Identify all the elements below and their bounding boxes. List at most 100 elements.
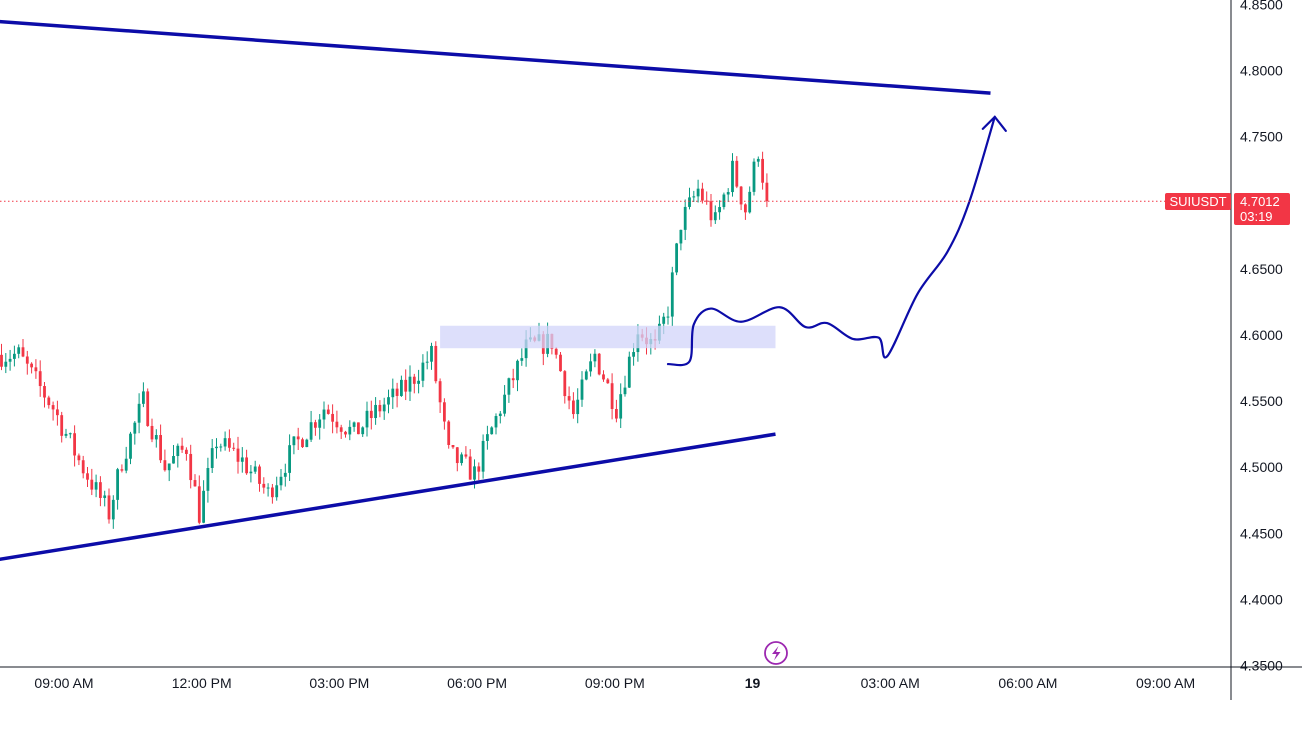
candle-body bbox=[739, 186, 743, 205]
candle-body bbox=[258, 466, 261, 484]
candle-body bbox=[494, 416, 498, 428]
price-tick-label: 4.5000 bbox=[1240, 459, 1283, 475]
candle-body bbox=[8, 358, 12, 362]
symbol-badge: SUIUSDT bbox=[1165, 193, 1231, 210]
candle-body bbox=[425, 361, 429, 363]
candle-body bbox=[511, 378, 515, 381]
resistance-trendline[interactable] bbox=[0, 18, 991, 95]
candle-body bbox=[288, 445, 291, 473]
candle-body bbox=[520, 358, 524, 361]
candle-body bbox=[486, 434, 489, 441]
candle-body bbox=[38, 371, 42, 387]
candle-body bbox=[133, 422, 137, 434]
candle-body bbox=[692, 196, 696, 198]
candle-body bbox=[292, 436, 296, 446]
candle-body bbox=[43, 386, 46, 398]
candle-body bbox=[185, 449, 188, 454]
candle-body bbox=[619, 394, 623, 419]
candle-body bbox=[752, 161, 756, 192]
projection-arrow-head bbox=[981, 115, 1007, 132]
candle-body bbox=[94, 482, 98, 490]
candle-body bbox=[761, 158, 764, 183]
candle-body bbox=[361, 427, 365, 435]
candle-body bbox=[34, 367, 38, 372]
lightning-icon[interactable] bbox=[764, 641, 788, 665]
candle-body bbox=[25, 356, 29, 364]
candle-body bbox=[13, 353, 16, 359]
candle-body bbox=[193, 480, 197, 487]
candle-body bbox=[357, 422, 360, 435]
candle-body bbox=[111, 499, 115, 520]
candle-body bbox=[378, 404, 382, 412]
candle-body bbox=[563, 371, 567, 397]
candle-body bbox=[627, 356, 631, 388]
candle-body bbox=[120, 469, 124, 471]
candle-body bbox=[430, 345, 433, 362]
candlestick-series bbox=[0, 151, 769, 529]
candle-body bbox=[589, 361, 592, 372]
price-tick-label: 4.3500 bbox=[1240, 658, 1283, 674]
candle-body bbox=[240, 457, 244, 462]
candle-body bbox=[116, 469, 119, 500]
candle-body bbox=[202, 490, 205, 523]
candle-body bbox=[51, 405, 55, 410]
candle-body bbox=[709, 201, 713, 221]
projection-path[interactable] bbox=[666, 115, 996, 367]
candle-body bbox=[735, 160, 739, 187]
candle-body bbox=[283, 472, 287, 477]
candle-body bbox=[107, 495, 111, 520]
symbol-label: SUIUSDT bbox=[1169, 194, 1226, 209]
candle-body bbox=[516, 360, 519, 381]
candle-body bbox=[421, 362, 425, 381]
candle-body bbox=[713, 212, 717, 221]
candle-body bbox=[309, 422, 313, 440]
candle-body bbox=[434, 345, 438, 382]
candle-body bbox=[481, 440, 485, 472]
candle-body bbox=[731, 160, 734, 193]
candle-body bbox=[279, 476, 283, 486]
last-price-badge: 4.7012 03:19 bbox=[1234, 193, 1290, 225]
time-axis[interactable]: 09:00 AM 12:00 PM 03:00 PM 06:00 PM 09:00 PM… bbox=[34, 675, 1195, 691]
candle-body bbox=[748, 191, 752, 213]
candle-body bbox=[503, 394, 506, 414]
price-tick-label: 4.8500 bbox=[1240, 0, 1283, 13]
time-tick-label: 06:00 PM bbox=[447, 675, 507, 691]
candle-body bbox=[197, 486, 201, 523]
candle-body bbox=[683, 206, 687, 230]
time-tick-label: 12:00 PM bbox=[172, 675, 232, 691]
candle-body bbox=[507, 378, 511, 395]
candle-body bbox=[172, 456, 175, 464]
candle-body bbox=[68, 433, 72, 435]
candle-body bbox=[228, 438, 231, 448]
price-axis[interactable]: 4.85004.80004.75004.70004.65004.60004.55… bbox=[1240, 0, 1283, 674]
candle-body bbox=[369, 410, 373, 419]
support-trendline[interactable] bbox=[0, 432, 776, 562]
candle-body bbox=[314, 422, 317, 428]
candle-body bbox=[400, 379, 403, 396]
time-tick-label: 09:00 AM bbox=[1136, 675, 1195, 691]
candle-body bbox=[580, 379, 584, 400]
candle-body bbox=[593, 353, 597, 362]
candle-body bbox=[176, 445, 180, 457]
candle-body bbox=[232, 447, 236, 449]
candle-body bbox=[606, 379, 610, 384]
candle-body bbox=[60, 415, 64, 436]
price-tick-label: 4.6000 bbox=[1240, 327, 1283, 343]
candle-body bbox=[477, 466, 481, 472]
countdown-label: 03:19 bbox=[1240, 209, 1273, 224]
candle-body bbox=[455, 447, 459, 464]
candle-body bbox=[236, 448, 240, 462]
candle-body bbox=[305, 439, 309, 448]
candle-body bbox=[701, 188, 704, 201]
candle-body bbox=[451, 444, 455, 448]
candle-body bbox=[756, 158, 760, 162]
highlight-zone[interactable] bbox=[440, 325, 776, 349]
candle-body bbox=[387, 397, 390, 405]
candle-body bbox=[395, 388, 399, 396]
candle-body bbox=[391, 388, 395, 398]
candle-body bbox=[99, 482, 102, 498]
candle-body bbox=[86, 473, 89, 480]
price-tick-label: 4.7500 bbox=[1240, 129, 1283, 145]
candle-body bbox=[524, 339, 528, 359]
